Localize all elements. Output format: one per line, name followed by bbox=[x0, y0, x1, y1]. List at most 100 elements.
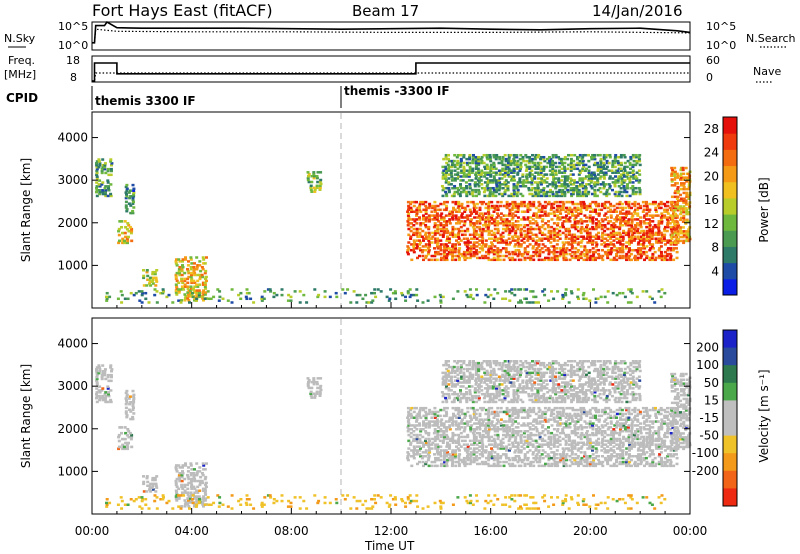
power-echo-cell bbox=[676, 239, 680, 243]
velocity-echo-cell bbox=[579, 460, 583, 464]
power-echo-cell bbox=[522, 237, 526, 240]
power-echo-cell bbox=[126, 222, 130, 225]
power-echo-cell bbox=[447, 237, 451, 240]
power-echo-cell bbox=[625, 190, 629, 194]
power-echo-cell bbox=[532, 295, 536, 299]
power-echo-cell bbox=[638, 163, 642, 167]
power-echo-cell bbox=[513, 163, 517, 167]
power-echo-cell bbox=[570, 208, 574, 212]
power-echo-cell bbox=[600, 243, 604, 246]
power-echo-cell bbox=[685, 193, 689, 197]
power-echo-cell bbox=[648, 227, 652, 231]
power-echo-cell bbox=[537, 227, 541, 231]
velocity-echo-cell bbox=[436, 437, 440, 441]
power-echo-cell bbox=[496, 200, 500, 204]
power-echo-cell bbox=[536, 184, 540, 188]
power-echo-cell bbox=[480, 155, 484, 159]
power-echo-cell bbox=[126, 241, 129, 245]
power-echo-cell bbox=[495, 179, 498, 182]
velocity-echo-cell bbox=[95, 373, 99, 377]
power-echo-cell bbox=[462, 256, 466, 260]
velocity-echo-cell bbox=[561, 455, 565, 458]
power-echo-cell bbox=[663, 210, 667, 213]
power-echo-cell bbox=[669, 218, 673, 221]
power-echo-cell bbox=[129, 231, 133, 235]
power-echo-cell bbox=[535, 250, 539, 254]
power-echo-cell bbox=[462, 223, 466, 227]
power-echo-cell bbox=[530, 181, 534, 184]
power-echo-cell bbox=[552, 175, 555, 178]
power-echo-cell bbox=[580, 169, 584, 172]
power-echo-cell bbox=[511, 206, 515, 210]
velocity-echo-cell bbox=[406, 420, 410, 423]
power-echo-cell bbox=[459, 157, 463, 161]
power-echo-cell bbox=[634, 175, 638, 178]
power-echo-cell bbox=[499, 233, 503, 237]
power-echo-cell bbox=[465, 256, 469, 260]
power-echo-cell bbox=[595, 194, 599, 198]
power-echo-cell bbox=[586, 241, 590, 244]
power-echo-cell bbox=[594, 250, 597, 254]
power-echo-cell bbox=[119, 290, 123, 293]
power-echo-cell bbox=[519, 299, 522, 302]
power-echo-cell bbox=[580, 239, 584, 242]
power-echo-cell bbox=[449, 173, 453, 176]
velocity-echo-cell bbox=[192, 472, 196, 475]
power-echo-cell bbox=[564, 241, 568, 244]
power-echo-cell bbox=[627, 233, 631, 237]
power-echo-cell bbox=[607, 169, 611, 172]
power-echo-cell bbox=[578, 171, 582, 174]
power-echo-cell bbox=[575, 184, 579, 188]
freq-panel: Freq. [MHz] 18 8 60 0 Nave bbox=[4, 54, 781, 84]
power-echo-cell bbox=[484, 229, 488, 233]
velocity-echo-cell bbox=[445, 412, 449, 416]
power-echo-cell bbox=[370, 301, 374, 304]
power-echo-cell bbox=[627, 202, 631, 206]
power-echo-cell bbox=[514, 210, 518, 213]
power-echo-cell bbox=[174, 291, 178, 294]
power-echo-cell bbox=[589, 210, 593, 213]
power-echo-cell bbox=[519, 163, 523, 167]
power-echo-cell bbox=[671, 241, 675, 244]
power-echo-cell bbox=[470, 188, 474, 192]
power-echo-cell bbox=[561, 175, 564, 178]
velocity-echo-cell bbox=[565, 412, 568, 416]
power-echo-cell bbox=[567, 243, 571, 246]
power-echo-cell bbox=[406, 214, 410, 217]
power-echo-cell bbox=[648, 208, 652, 212]
velocity-echo-cell bbox=[547, 426, 550, 429]
power-echo-cell bbox=[473, 208, 476, 212]
velocity-echo-cell bbox=[204, 481, 208, 485]
power-echo-cell bbox=[488, 171, 492, 174]
power-echo-cell bbox=[595, 218, 598, 221]
velocity-echo-cell bbox=[151, 484, 155, 487]
power-echo-cell bbox=[439, 252, 443, 256]
power-echo-cell bbox=[519, 233, 523, 237]
power-echo-cell bbox=[475, 288, 478, 291]
velocity-echo-cell bbox=[434, 435, 438, 439]
velocity-echo-cell bbox=[507, 462, 511, 466]
power-echo-cell bbox=[654, 256, 658, 260]
velocity-echo-cell bbox=[406, 406, 410, 410]
power-echo-cell bbox=[495, 184, 499, 188]
power-echo-cell bbox=[567, 237, 571, 240]
power-echo-cell bbox=[462, 250, 466, 254]
velocity-echo-cell bbox=[427, 431, 431, 435]
velocity-echo-cell bbox=[525, 410, 529, 414]
power-echo-cell bbox=[200, 273, 204, 277]
velocity-echo-cell bbox=[451, 437, 455, 441]
power-echo-cell bbox=[147, 278, 151, 282]
power-echo-cell bbox=[561, 222, 565, 225]
power-echo-cell bbox=[537, 204, 541, 208]
power-echo-cell bbox=[559, 216, 563, 219]
velocity-echo-cell bbox=[431, 441, 435, 444]
power-echo-cell bbox=[648, 225, 652, 229]
power-echo-cell bbox=[452, 206, 455, 210]
velocity-echo-cell bbox=[573, 439, 577, 443]
power-echo-cell bbox=[512, 183, 516, 186]
power-echo-cell bbox=[493, 233, 497, 237]
power-echo-cell bbox=[485, 163, 489, 167]
power-echo-cell bbox=[515, 161, 519, 165]
power-echo-cell bbox=[665, 218, 669, 221]
velocity-echo-cell bbox=[190, 485, 193, 489]
